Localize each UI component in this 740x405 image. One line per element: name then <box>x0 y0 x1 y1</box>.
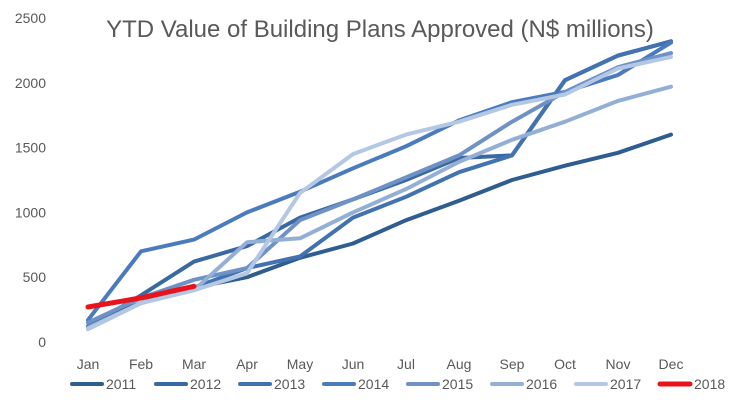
x-tick-label: Nov <box>606 356 631 372</box>
x-tick-label: Aug <box>447 356 472 372</box>
series-line-2015 <box>86 51 673 325</box>
legend-label-2013: 2013 <box>274 376 305 392</box>
series-layer <box>85 39 673 331</box>
y-tick-label: 2000 <box>15 75 46 91</box>
chart-title: YTD Value of Building Plans Approved (N$… <box>106 16 654 43</box>
legend: 2011 2012 2013 2014 2015 2016 2017 2018 <box>70 376 725 392</box>
x-tick-label: Feb <box>129 356 153 372</box>
x-tick-label: Sep <box>500 356 525 372</box>
y-tick-label: 1500 <box>15 140 46 156</box>
x-tick-label: Dec <box>659 356 684 372</box>
series-line-2018 <box>85 283 197 310</box>
y-axis: 0 500 1000 1500 2000 2500 <box>15 10 46 350</box>
legend-label-2011: 2011 <box>106 376 136 392</box>
x-tick-label: Mar <box>182 356 206 372</box>
legend-label-2014: 2014 <box>358 376 389 392</box>
x-axis: Jan Feb Mar Apr May Jun Jul Aug Sep Oct Nov Dec <box>77 356 684 372</box>
y-tick-label: 1000 <box>15 204 46 220</box>
x-tick-label: May <box>287 356 313 372</box>
x-tick-label: Jul <box>397 356 415 372</box>
legend-label-2018: 2018 <box>694 376 725 392</box>
legend-label-2017: 2017 <box>610 376 641 392</box>
x-tick-label: Jan <box>77 356 100 372</box>
y-tick-label: 0 <box>38 334 46 350</box>
legend-label-2015: 2015 <box>442 376 473 392</box>
series-line-2017 <box>86 54 673 331</box>
x-tick-label: Apr <box>236 356 258 372</box>
legend-label-2016: 2016 <box>526 376 557 392</box>
legend-label-2012: 2012 <box>190 376 221 392</box>
x-tick-label: Oct <box>554 356 576 372</box>
y-tick-label: 2500 <box>15 10 46 26</box>
y-tick-label: 500 <box>23 269 47 285</box>
x-tick-label: Jun <box>342 356 365 372</box>
